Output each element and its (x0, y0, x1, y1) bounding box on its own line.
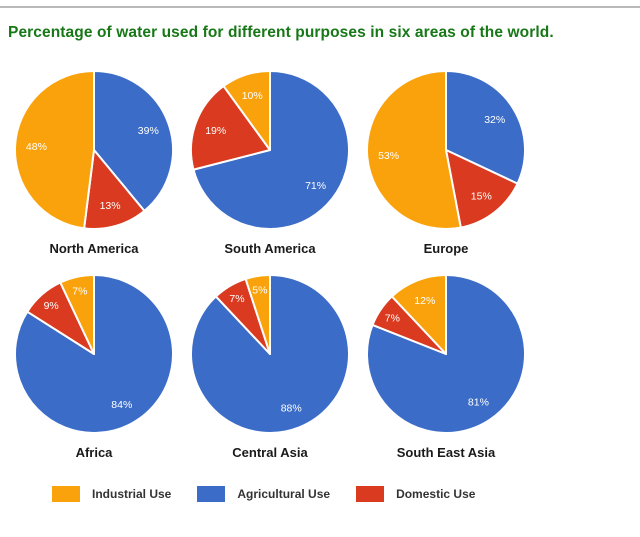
pie-slice-domestic-use (190, 85, 271, 171)
slice-value-label: 39% (138, 125, 159, 137)
pie-slice-industrial-use (59, 274, 95, 355)
slice-value-label: 7% (385, 312, 400, 324)
pie-slice-industrial-use (222, 70, 271, 151)
pie-cell-central-asia: 88% 7% 5% Central Asia (182, 272, 358, 460)
pie-cell-south-america: 71% 19% 10% South America (182, 68, 358, 256)
pie-region-label: South America (224, 241, 316, 256)
slice-value-label: 12% (414, 295, 435, 307)
pie-region-label: Central Asia (232, 445, 308, 460)
slice-value-label: 32% (484, 114, 505, 126)
pie-chart-africa: 84% 9% 7% (14, 274, 175, 434)
pie-chart-europe: 32% 15% 53% (365, 70, 526, 230)
slice-value-label: 48% (26, 141, 47, 153)
slice-value-label: 10% (242, 90, 263, 102)
pie-chart-central-asia: 88% 7% 5% (190, 274, 350, 434)
pie-chart-south-america: 71% 19% 10% (190, 70, 350, 230)
legend-item-industrial-use: Industrial Use (52, 486, 171, 502)
legend-item-agricultural-use: Agricultural Use (197, 486, 330, 502)
pie-chart-north-america: 39% 13% 48% (13, 70, 174, 230)
pie-cell-europe: 32% 15% 53% Europe (358, 68, 534, 256)
pie-slice-agricultural-use (445, 70, 526, 185)
pie-slice-industrial-use (365, 70, 462, 230)
pie-cell-africa: 84% 9% 7% Africa (6, 272, 182, 460)
top-divider (0, 6, 640, 8)
legend-item-domestic-use: Domestic Use (356, 486, 475, 502)
pie-slice-agricultural-use (192, 70, 350, 230)
legend-swatch-agricultural-use (197, 486, 226, 502)
pie-region-label: North America (49, 241, 139, 256)
pie-region-label: Africa (75, 445, 113, 460)
pie-row-1: 39% 13% 48% North America 71% 19% 10% South Ame… (6, 68, 640, 256)
legend-label: Agricultural Use (237, 487, 331, 501)
slice-value-label: 84% (111, 399, 132, 411)
pie-chart-south-east-asia: 81% 7% 12% (366, 274, 527, 434)
pie-slice-domestic-use (445, 149, 519, 229)
slice-value-label: 7% (72, 285, 87, 297)
legend-label: Domestic Use (396, 487, 476, 501)
pie-cell-south-east-asia: 81% 7% 12% South East Asia (358, 272, 534, 460)
page-title: Percentage of water used for different p… (8, 24, 554, 41)
pie-slice-domestic-use (83, 149, 146, 230)
slice-value-label: 9% (44, 300, 59, 312)
slice-value-label: 53% (378, 150, 399, 162)
pie-cell-north-america: 39% 13% 48% North America (6, 68, 182, 256)
legend-swatch-domestic-use (356, 486, 385, 502)
pie-slice-agricultural-use (93, 70, 174, 212)
slice-value-label: 5% (252, 285, 267, 297)
pie-slice-industrial-use (390, 274, 447, 355)
chart-legend: Industrial Use Agricultural Use Domestic U… (52, 486, 640, 502)
legend-label: Industrial Use (92, 487, 172, 501)
pie-region-label: South East Asia (396, 445, 496, 460)
pie-region-label: Europe (423, 241, 469, 256)
pie-row-2: 84% 9% 7% Africa 88% 7% 5% Central Asia 81% 7% 12%… (6, 272, 640, 460)
pie-slice-industrial-use (244, 274, 271, 355)
slice-value-label: 19% (205, 125, 226, 137)
slice-value-label: 88% (281, 402, 302, 414)
slice-value-label: 7% (229, 293, 244, 305)
slice-value-label: 71% (305, 180, 326, 192)
pie-grid: 39% 13% 48% North America 71% 19% 10% South Ame… (6, 68, 640, 460)
legend-swatch-industrial-use (52, 486, 80, 502)
slice-value-label: 81% (468, 396, 489, 408)
slice-value-label: 13% (100, 200, 121, 212)
slice-value-label: 15% (471, 190, 492, 202)
pie-slice-industrial-use (13, 70, 95, 230)
